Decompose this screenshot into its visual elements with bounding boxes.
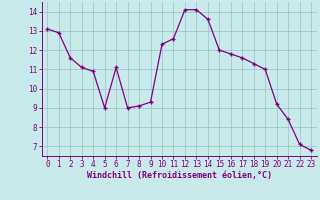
X-axis label: Windchill (Refroidissement éolien,°C): Windchill (Refroidissement éolien,°C) [87,171,272,180]
